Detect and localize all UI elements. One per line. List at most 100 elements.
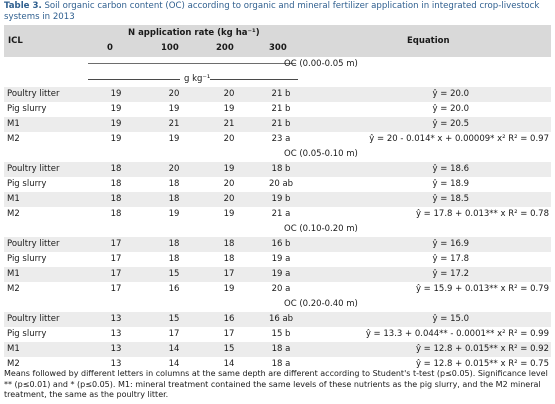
row-icl: M1 <box>7 119 20 129</box>
cell-rate-100: 18 <box>168 179 180 189</box>
cell-rate-300: 20 a <box>271 284 291 294</box>
row-icl: M1 <box>7 344 20 354</box>
table-row: Pig slurry 18 18 20 20 ab ŷ = 18.9 <box>4 177 551 192</box>
section-title: OC (0.00-0.05 m) <box>284 59 358 69</box>
cell-rate-100: 16 <box>168 284 180 294</box>
cell-rate-0: 13 <box>110 329 122 339</box>
unit-label: g kg⁻¹ <box>184 74 211 84</box>
table-row: Pig slurry 13 17 17 15 b ŷ = 13.3 + 0.044** -… <box>4 327 551 342</box>
unit-row: g kg⁻¹ <box>4 72 551 87</box>
cell-rate-100: 15 <box>168 314 180 324</box>
cell-rate-200: 19 <box>223 209 235 219</box>
row-icl: M2 <box>7 134 20 144</box>
row-icl: Poultry litter <box>7 89 60 99</box>
cell-rate-0: 17 <box>110 239 122 249</box>
cell-equation: ŷ = 20.5 <box>432 119 469 129</box>
cell-rate-0: 19 <box>110 104 122 114</box>
cell-rate-100: 18 <box>168 239 180 249</box>
cell-rate-100: 21 <box>168 119 180 129</box>
table-row: M2 19 19 20 23 a ŷ = 20 - 0.014* x + 0.00009*… <box>4 132 551 147</box>
cell-equation: ŷ = 18.6 <box>432 164 469 174</box>
caption-label: Table 3. <box>4 1 42 11</box>
row-icl: M1 <box>7 269 20 279</box>
row-icl: M2 <box>7 284 20 294</box>
header-equation: Equation <box>407 36 450 46</box>
cell-rate-0: 19 <box>110 134 122 144</box>
cell-rate-0: 13 <box>110 344 122 354</box>
row-icl: Poultry litter <box>7 164 60 174</box>
table-row: M2 13 14 14 18 a ŷ = 12.8 + 0.015** x R² = 0.… <box>4 357 551 372</box>
row-icl: Poultry litter <box>7 314 60 324</box>
cell-equation: ŷ = 18.5 <box>432 194 469 204</box>
cell-rate-100: 19 <box>168 104 180 114</box>
cell-rate-300: 21 b <box>271 104 291 114</box>
cell-rate-100: 18 <box>168 254 180 264</box>
row-icl: Pig slurry <box>7 254 47 264</box>
cell-rate-100: 18 <box>168 194 180 204</box>
cell-equation: ŷ = 17.8 + 0.013** x R² = 0.78 <box>415 209 549 219</box>
table-row: M1 19 21 21 21 b ŷ = 20.5 <box>4 117 551 132</box>
header-rate-0: 0 <box>107 43 113 53</box>
cell-equation: ŷ = 15.0 <box>432 314 469 324</box>
cell-rate-200: 20 <box>223 134 235 144</box>
cell-rate-300: 19 a <box>271 269 291 279</box>
cell-rate-100: 14 <box>168 344 180 354</box>
header-rate-300: 300 <box>269 43 287 53</box>
cell-rate-0: 17 <box>110 284 122 294</box>
cell-rate-300: 19 a <box>271 254 291 264</box>
section-title-row: OC (0.05-0.10 m) <box>4 147 551 162</box>
cell-rate-300: 21 b <box>271 89 291 99</box>
header-n-rate: N application rate (kg ha⁻¹) <box>128 28 260 38</box>
cell-equation: ŷ = 12.8 + 0.015** x R² = 0.92 <box>415 344 549 354</box>
section-title-row: OC (0.00-0.05 m) <box>4 57 551 72</box>
row-icl: M2 <box>7 359 20 369</box>
cell-rate-200: 20 <box>223 179 235 189</box>
row-icl: M1 <box>7 194 20 204</box>
table-row: M2 17 16 19 20 a ŷ = 15.9 + 0.013** x R² = 0.… <box>4 282 551 297</box>
cell-rate-100: 15 <box>168 269 180 279</box>
table-row: Poultry litter 18 20 19 18 b ŷ = 18.6 <box>4 162 551 177</box>
cell-rate-200: 18 <box>223 239 235 249</box>
cell-rate-0: 19 <box>110 89 122 99</box>
row-icl: M2 <box>7 209 20 219</box>
cell-rate-200: 17 <box>223 269 235 279</box>
cell-equation: ŷ = 13.3 + 0.044** - 0.0001** x² R² = 0.… <box>365 329 549 339</box>
cell-rate-200: 14 <box>223 359 235 369</box>
cell-rate-300: 21 b <box>271 119 291 129</box>
cell-equation: ŷ = 16.9 <box>432 239 469 249</box>
cell-rate-0: 18 <box>110 194 122 204</box>
cell-rate-200: 19 <box>223 104 235 114</box>
cell-rate-200: 18 <box>223 254 235 264</box>
table-row: M1 17 15 17 19 a ŷ = 17.2 <box>4 267 551 282</box>
section-title: OC (0.10-0.20 m) <box>284 224 358 234</box>
unit-rule-left <box>88 79 180 80</box>
header-rate-200: 200 <box>216 43 234 53</box>
cell-rate-300: 21 a <box>271 209 291 219</box>
cell-equation: ŷ = 20.0 <box>432 89 469 99</box>
table-footnote: Means followed by different letters in c… <box>4 369 548 399</box>
cell-rate-100: 14 <box>168 359 180 369</box>
cell-rate-200: 20 <box>223 89 235 99</box>
table-row: Poultry litter 17 18 18 16 b ŷ = 16.9 <box>4 237 551 252</box>
section-title: OC (0.20-0.40 m) <box>284 299 358 309</box>
cell-rate-300: 23 a <box>271 134 291 144</box>
cell-rate-300: 18 a <box>271 344 291 354</box>
cell-rate-200: 15 <box>223 344 235 354</box>
cell-rate-0: 17 <box>110 269 122 279</box>
table-row: M2 18 19 19 21 a ŷ = 17.8 + 0.013** x R² = 0.… <box>4 207 551 222</box>
cell-rate-0: 13 <box>110 314 122 324</box>
cell-equation: ŷ = 20.0 <box>432 104 469 114</box>
unit-rule-right <box>210 79 298 80</box>
row-icl: Pig slurry <box>7 329 47 339</box>
header-icl: ICL <box>8 36 23 46</box>
cell-equation: ŷ = 20 - 0.014* x + 0.00009* x² R² = 0.9… <box>369 134 549 144</box>
cell-equation: ŷ = 18.9 <box>432 179 469 189</box>
cell-rate-300: 16 b <box>271 239 291 249</box>
cell-rate-100: 19 <box>168 134 180 144</box>
cell-rate-0: 19 <box>110 119 122 129</box>
cell-rate-200: 16 <box>223 314 235 324</box>
section-title: OC (0.05-0.10 m) <box>284 149 358 159</box>
cell-rate-300: 20 ab <box>268 179 294 189</box>
cell-equation: ŷ = 17.8 <box>432 254 469 264</box>
cell-equation: ŷ = 17.2 <box>432 269 469 279</box>
